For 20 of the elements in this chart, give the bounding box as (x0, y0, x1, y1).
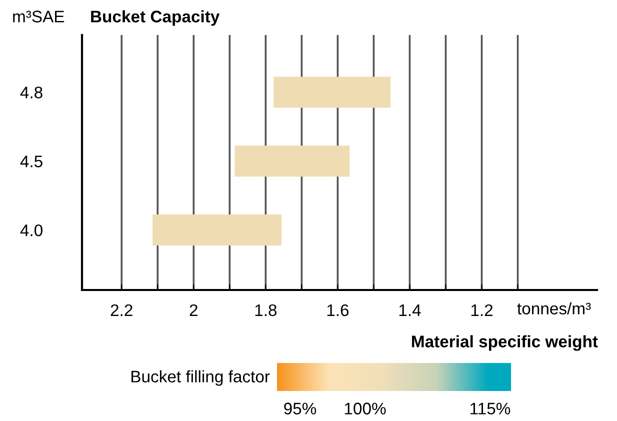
text: 115% (470, 402, 510, 414)
text: 100% (344, 402, 386, 414)
x-tick-label: 1.4 (399, 304, 421, 316)
bar (234, 146, 350, 177)
x-tick-label: 2 (190, 304, 198, 316)
y-tick-label: 4.8 (20, 86, 42, 98)
y-tick-label: 4.0 (20, 224, 42, 236)
text: Material specific weight (412, 335, 598, 351)
y-tick-label: 4.5 (20, 156, 42, 168)
chart-title: Bucket Capacity (91, 10, 220, 26)
bar (274, 76, 391, 108)
text: Bucket filling factor (131, 370, 270, 386)
x-axis-title: tonnes/m³ (517, 302, 591, 314)
x-tick-label: 2.2 (110, 304, 132, 316)
bar (152, 214, 282, 246)
x-tick-label: 1.6 (327, 304, 349, 316)
x-tick-label: 1.8 (255, 304, 277, 316)
text: 95% (284, 402, 316, 414)
x-tick-label: 1.2 (471, 304, 493, 316)
y-axis-title: m³SAE (13, 10, 64, 22)
